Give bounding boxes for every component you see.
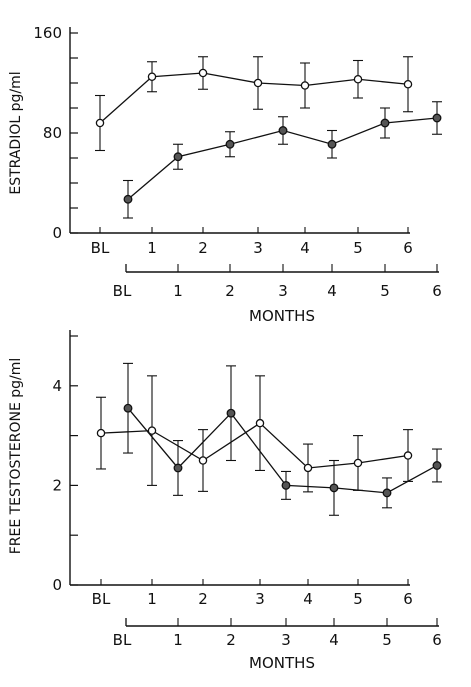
open-circle-point	[353, 75, 363, 84]
filled-circle-point	[327, 139, 337, 149]
filled-circle-point	[173, 152, 183, 162]
x-axis-title: MONTHS	[249, 654, 315, 672]
open-circle-point	[147, 72, 157, 82]
filled-circle-point	[329, 483, 339, 493]
filled-circle-point	[173, 463, 183, 473]
top-x-tick-label: 1	[147, 239, 157, 257]
top-x-tick-label: 6	[403, 239, 413, 257]
top-x-tick-label: 5	[353, 590, 363, 608]
bottom-x-tick-label: BL	[113, 631, 132, 649]
filled-circle-point	[225, 139, 235, 149]
series-open-circle	[96, 375, 413, 493]
top-x-tick-label: 5	[353, 239, 363, 257]
open-circle-point	[300, 81, 310, 90]
top-x-tick-label: 3	[255, 590, 265, 608]
filled-circle-point	[382, 488, 392, 498]
series-open-circle	[95, 56, 413, 152]
filled-circle-point	[123, 194, 133, 204]
top-x-tick-label: 4	[303, 590, 313, 608]
series-filled-circle	[123, 362, 442, 516]
series-line	[127, 407, 438, 494]
top-x-tick-label: 3	[253, 239, 263, 257]
filled-circle-point	[432, 461, 442, 470]
top-x-tick-label: 6	[403, 590, 413, 608]
open-circle-point	[403, 80, 413, 89]
series-line	[100, 422, 409, 469]
bottom-x-tick-label: 4	[327, 282, 337, 300]
y-tick-label: 0	[52, 224, 62, 242]
filled-circle-point	[278, 126, 288, 135]
chart-panel-2: 0 2 4 FREE TESTOSTERONE pg/ml BL 1 2 3 4 5 6 BL 1 2 3 4…	[8, 330, 442, 672]
bottom-x-tick-label: BL	[113, 282, 132, 300]
open-circle-point	[303, 463, 313, 473]
bottom-x-tick-label: 5	[382, 631, 392, 649]
top-x-tick-label: 2	[198, 590, 208, 608]
bottom-x-tick-label: 2	[225, 282, 235, 300]
top-x-tick-label: BL	[92, 590, 111, 608]
open-circle-point	[198, 456, 208, 465]
open-circle-point	[96, 428, 106, 438]
bottom-x-tick-label: 3	[281, 631, 291, 649]
open-circle-point	[403, 451, 413, 460]
open-circle-point	[253, 78, 263, 88]
filled-circle-point	[380, 118, 390, 128]
top-x-tick-label: 4	[300, 239, 310, 257]
bottom-x-tick-label: 1	[173, 631, 183, 649]
top-x-tick-label: 2	[198, 239, 208, 257]
filled-circle-point	[226, 408, 236, 418]
y-tick-label: 80	[43, 124, 62, 142]
top-x-tick-label: 1	[147, 590, 157, 608]
bottom-x-tick-label: 3	[278, 282, 288, 300]
chart-panel-1: 0 80 160 ESTRADIOL pg/ml BL 1 2 3 4 5 6 BL 1 2 3 4 5 6 MON…	[8, 24, 442, 325]
series-filled-circle	[123, 101, 442, 219]
y-tick-label: 0	[52, 576, 62, 594]
filled-circle-point	[432, 113, 442, 123]
x-axis-title: MONTHS	[249, 307, 315, 325]
bottom-x-tick-label: 5	[380, 282, 390, 300]
top-x-tick-label: BL	[91, 239, 110, 257]
y-tick-label: 160	[33, 24, 62, 42]
bottom-x-tick-label: 1	[173, 282, 183, 300]
bottom-x-tick-label: 4	[329, 631, 339, 649]
open-circle-point	[353, 458, 363, 468]
y-tick-label: 4	[52, 377, 62, 395]
filled-circle-point	[123, 403, 133, 413]
y-axis-title: FREE TESTOSTERONE pg/ml	[8, 358, 24, 555]
bottom-x-tick-label: 2	[226, 631, 236, 649]
open-circle-point	[147, 426, 157, 435]
open-circle-point	[255, 418, 265, 428]
open-circle-point	[198, 68, 208, 78]
y-tick-label: 2	[52, 476, 62, 494]
bottom-x-tick-label: 6	[432, 631, 442, 649]
bottom-x-tick-label: 6	[432, 282, 442, 300]
open-circle-point	[95, 118, 105, 128]
filled-circle-point	[281, 480, 291, 490]
y-axis-title: ESTRADIOL pg/ml	[8, 71, 24, 194]
